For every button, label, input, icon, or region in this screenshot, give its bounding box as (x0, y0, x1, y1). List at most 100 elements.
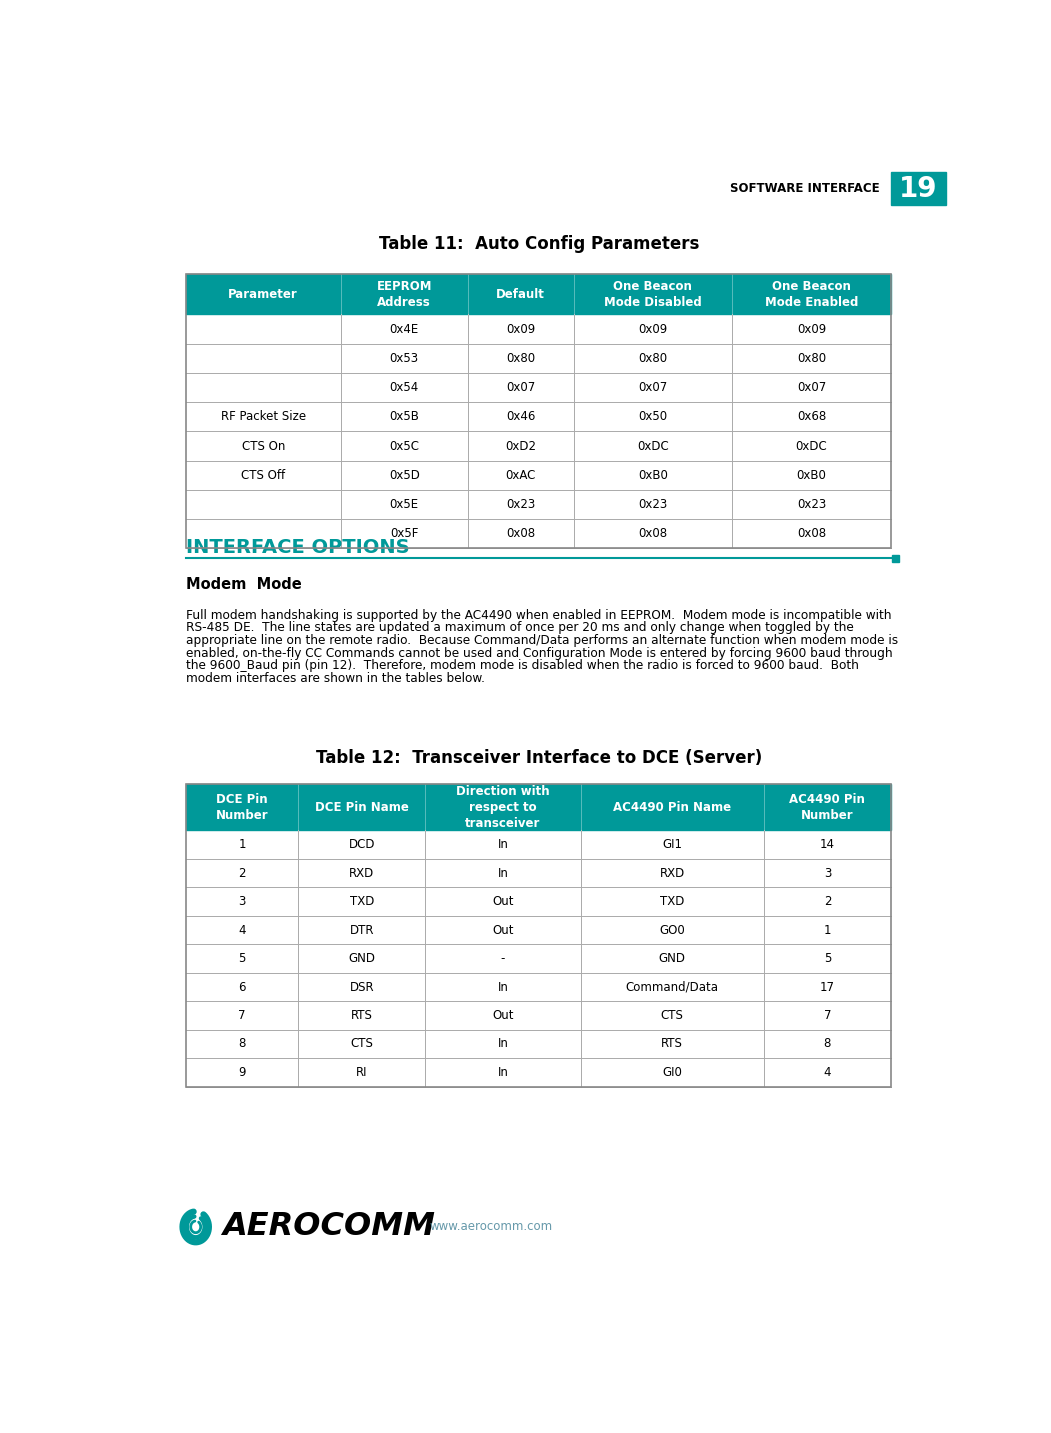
Bar (186, 784, 891, 830)
Text: 0xAC: 0xAC (506, 469, 536, 481)
Text: modem interfaces are shown in the tables below.: modem interfaces are shown in the tables… (186, 672, 485, 685)
Text: 0x09: 0x09 (506, 322, 535, 335)
Bar (186, 403, 891, 431)
Text: 7: 7 (824, 1009, 831, 1022)
Bar (186, 461, 891, 490)
Text: 0xD2: 0xD2 (506, 440, 536, 453)
Text: Command/Data: Command/Data (625, 980, 719, 993)
Bar (186, 830, 891, 858)
Text: TXD: TXD (660, 896, 684, 909)
Text: 0xDC: 0xDC (796, 440, 827, 453)
Text: 5: 5 (824, 952, 831, 964)
Text: 8: 8 (824, 1037, 831, 1050)
Text: Out: Out (492, 1009, 514, 1022)
Text: RTS: RTS (661, 1037, 683, 1050)
Text: AC4490 Pin Name: AC4490 Pin Name (613, 801, 731, 814)
Text: In: In (497, 980, 509, 993)
Bar (186, 314, 891, 344)
Text: 0x5E: 0x5E (390, 499, 418, 512)
Text: GO0: GO0 (659, 923, 685, 937)
Text: 0x5B: 0x5B (389, 410, 419, 423)
Text: 4: 4 (239, 923, 246, 937)
Bar (186, 274, 891, 314)
Bar (186, 887, 891, 916)
Text: Parameter: Parameter (228, 288, 298, 301)
Text: RS-485 DE.  The line states are updated a maximum of once per 20 ms and only cha: RS-485 DE. The line states are updated a… (186, 622, 853, 635)
Text: www.aerocomm.com: www.aerocomm.com (430, 1219, 553, 1232)
Text: 0x09: 0x09 (797, 322, 826, 335)
Text: 0x07: 0x07 (797, 381, 826, 394)
Text: 19: 19 (899, 175, 937, 203)
Bar (186, 519, 891, 549)
Text: enabled, on-the-fly CC Commands cannot be used and Configuration Mode is entered: enabled, on-the-fly CC Commands cannot b… (186, 646, 892, 659)
Text: Out: Out (492, 896, 514, 909)
Bar (186, 858, 891, 887)
Text: Table 12:  Transceiver Interface to DCE (Server): Table 12: Transceiver Interface to DCE (… (316, 749, 762, 767)
Text: the 9600_Baud pin (pin 12).  Therefore, modem mode is disabled when the radio is: the 9600_Baud pin (pin 12). Therefore, m… (186, 659, 859, 672)
Text: Table 11:  Auto Config Parameters: Table 11: Auto Config Parameters (378, 235, 699, 252)
Text: DSR: DSR (350, 980, 374, 993)
Text: appropriate line on the remote radio.  Because Command/Data performs an alternat: appropriate line on the remote radio. Be… (186, 633, 898, 646)
Text: RF Packet Size: RF Packet Size (221, 410, 306, 423)
Text: 6: 6 (239, 980, 246, 993)
Text: RXD: RXD (660, 867, 685, 880)
Text: RTS: RTS (351, 1009, 373, 1022)
Text: AC4490 Pin
Number: AC4490 Pin Number (789, 792, 865, 821)
Text: 0x68: 0x68 (797, 410, 826, 423)
Text: 0x09: 0x09 (638, 322, 667, 335)
Bar (186, 431, 891, 461)
Text: 0x07: 0x07 (506, 381, 535, 394)
Text: 0x08: 0x08 (797, 527, 826, 540)
Text: 3: 3 (239, 896, 246, 909)
Text: GI1: GI1 (662, 838, 682, 851)
Text: 1: 1 (239, 838, 246, 851)
Text: CTS: CTS (350, 1037, 373, 1050)
Text: INTERFACE OPTIONS: INTERFACE OPTIONS (186, 539, 409, 557)
Text: 0x50: 0x50 (638, 410, 667, 423)
Bar (891, 172, 946, 205)
Text: 0x23: 0x23 (797, 499, 826, 512)
Text: Direction with
respect to
transceiver: Direction with respect to transceiver (456, 785, 550, 830)
Text: In: In (497, 1066, 509, 1079)
Text: 0x5F: 0x5F (390, 527, 418, 540)
Text: One Beacon
Mode Disabled: One Beacon Mode Disabled (604, 279, 702, 310)
Bar (186, 784, 891, 1086)
Text: In: In (497, 867, 509, 880)
Text: CTS Off: CTS Off (241, 469, 285, 481)
Text: RXD: RXD (349, 867, 374, 880)
Text: Full modem handshaking is supported by the AC4490 when enabled in EEPROM.  Modem: Full modem handshaking is supported by t… (186, 609, 891, 622)
Text: 5: 5 (239, 952, 246, 964)
Text: 14: 14 (820, 838, 834, 851)
Text: DCD: DCD (349, 838, 375, 851)
Text: -: - (500, 952, 506, 964)
Text: TXD: TXD (350, 896, 374, 909)
Text: Out: Out (492, 923, 514, 937)
Text: 7: 7 (239, 1009, 246, 1022)
Text: DCE Pin Name: DCE Pin Name (315, 801, 409, 814)
Text: One Beacon
Mode Enabled: One Beacon Mode Enabled (765, 279, 859, 310)
Text: Modem  Mode: Modem Mode (186, 577, 302, 592)
Text: DCE Pin
Number: DCE Pin Number (215, 792, 268, 821)
Bar (186, 1058, 891, 1086)
Text: GND: GND (349, 952, 375, 964)
Text: 3: 3 (824, 867, 831, 880)
Text: 0x23: 0x23 (506, 499, 535, 512)
Bar (186, 1002, 891, 1030)
Text: 9: 9 (239, 1066, 246, 1079)
Text: DTR: DTR (350, 923, 374, 937)
Text: 0x80: 0x80 (638, 351, 667, 365)
Text: 0x07: 0x07 (638, 381, 667, 394)
Text: 0x5C: 0x5C (389, 440, 419, 453)
Bar (186, 344, 891, 373)
Text: Default: Default (496, 288, 545, 301)
Bar (186, 1030, 891, 1058)
Text: 4: 4 (824, 1066, 831, 1079)
Bar (186, 490, 891, 519)
Text: SOFTWARE INTERFACE: SOFTWARE INTERFACE (729, 182, 880, 195)
Text: 17: 17 (820, 980, 834, 993)
Text: GND: GND (659, 952, 685, 964)
Text: 0x54: 0x54 (390, 381, 419, 394)
Text: 0x46: 0x46 (506, 410, 535, 423)
Text: 0x80: 0x80 (506, 351, 535, 365)
Text: 8: 8 (239, 1037, 246, 1050)
